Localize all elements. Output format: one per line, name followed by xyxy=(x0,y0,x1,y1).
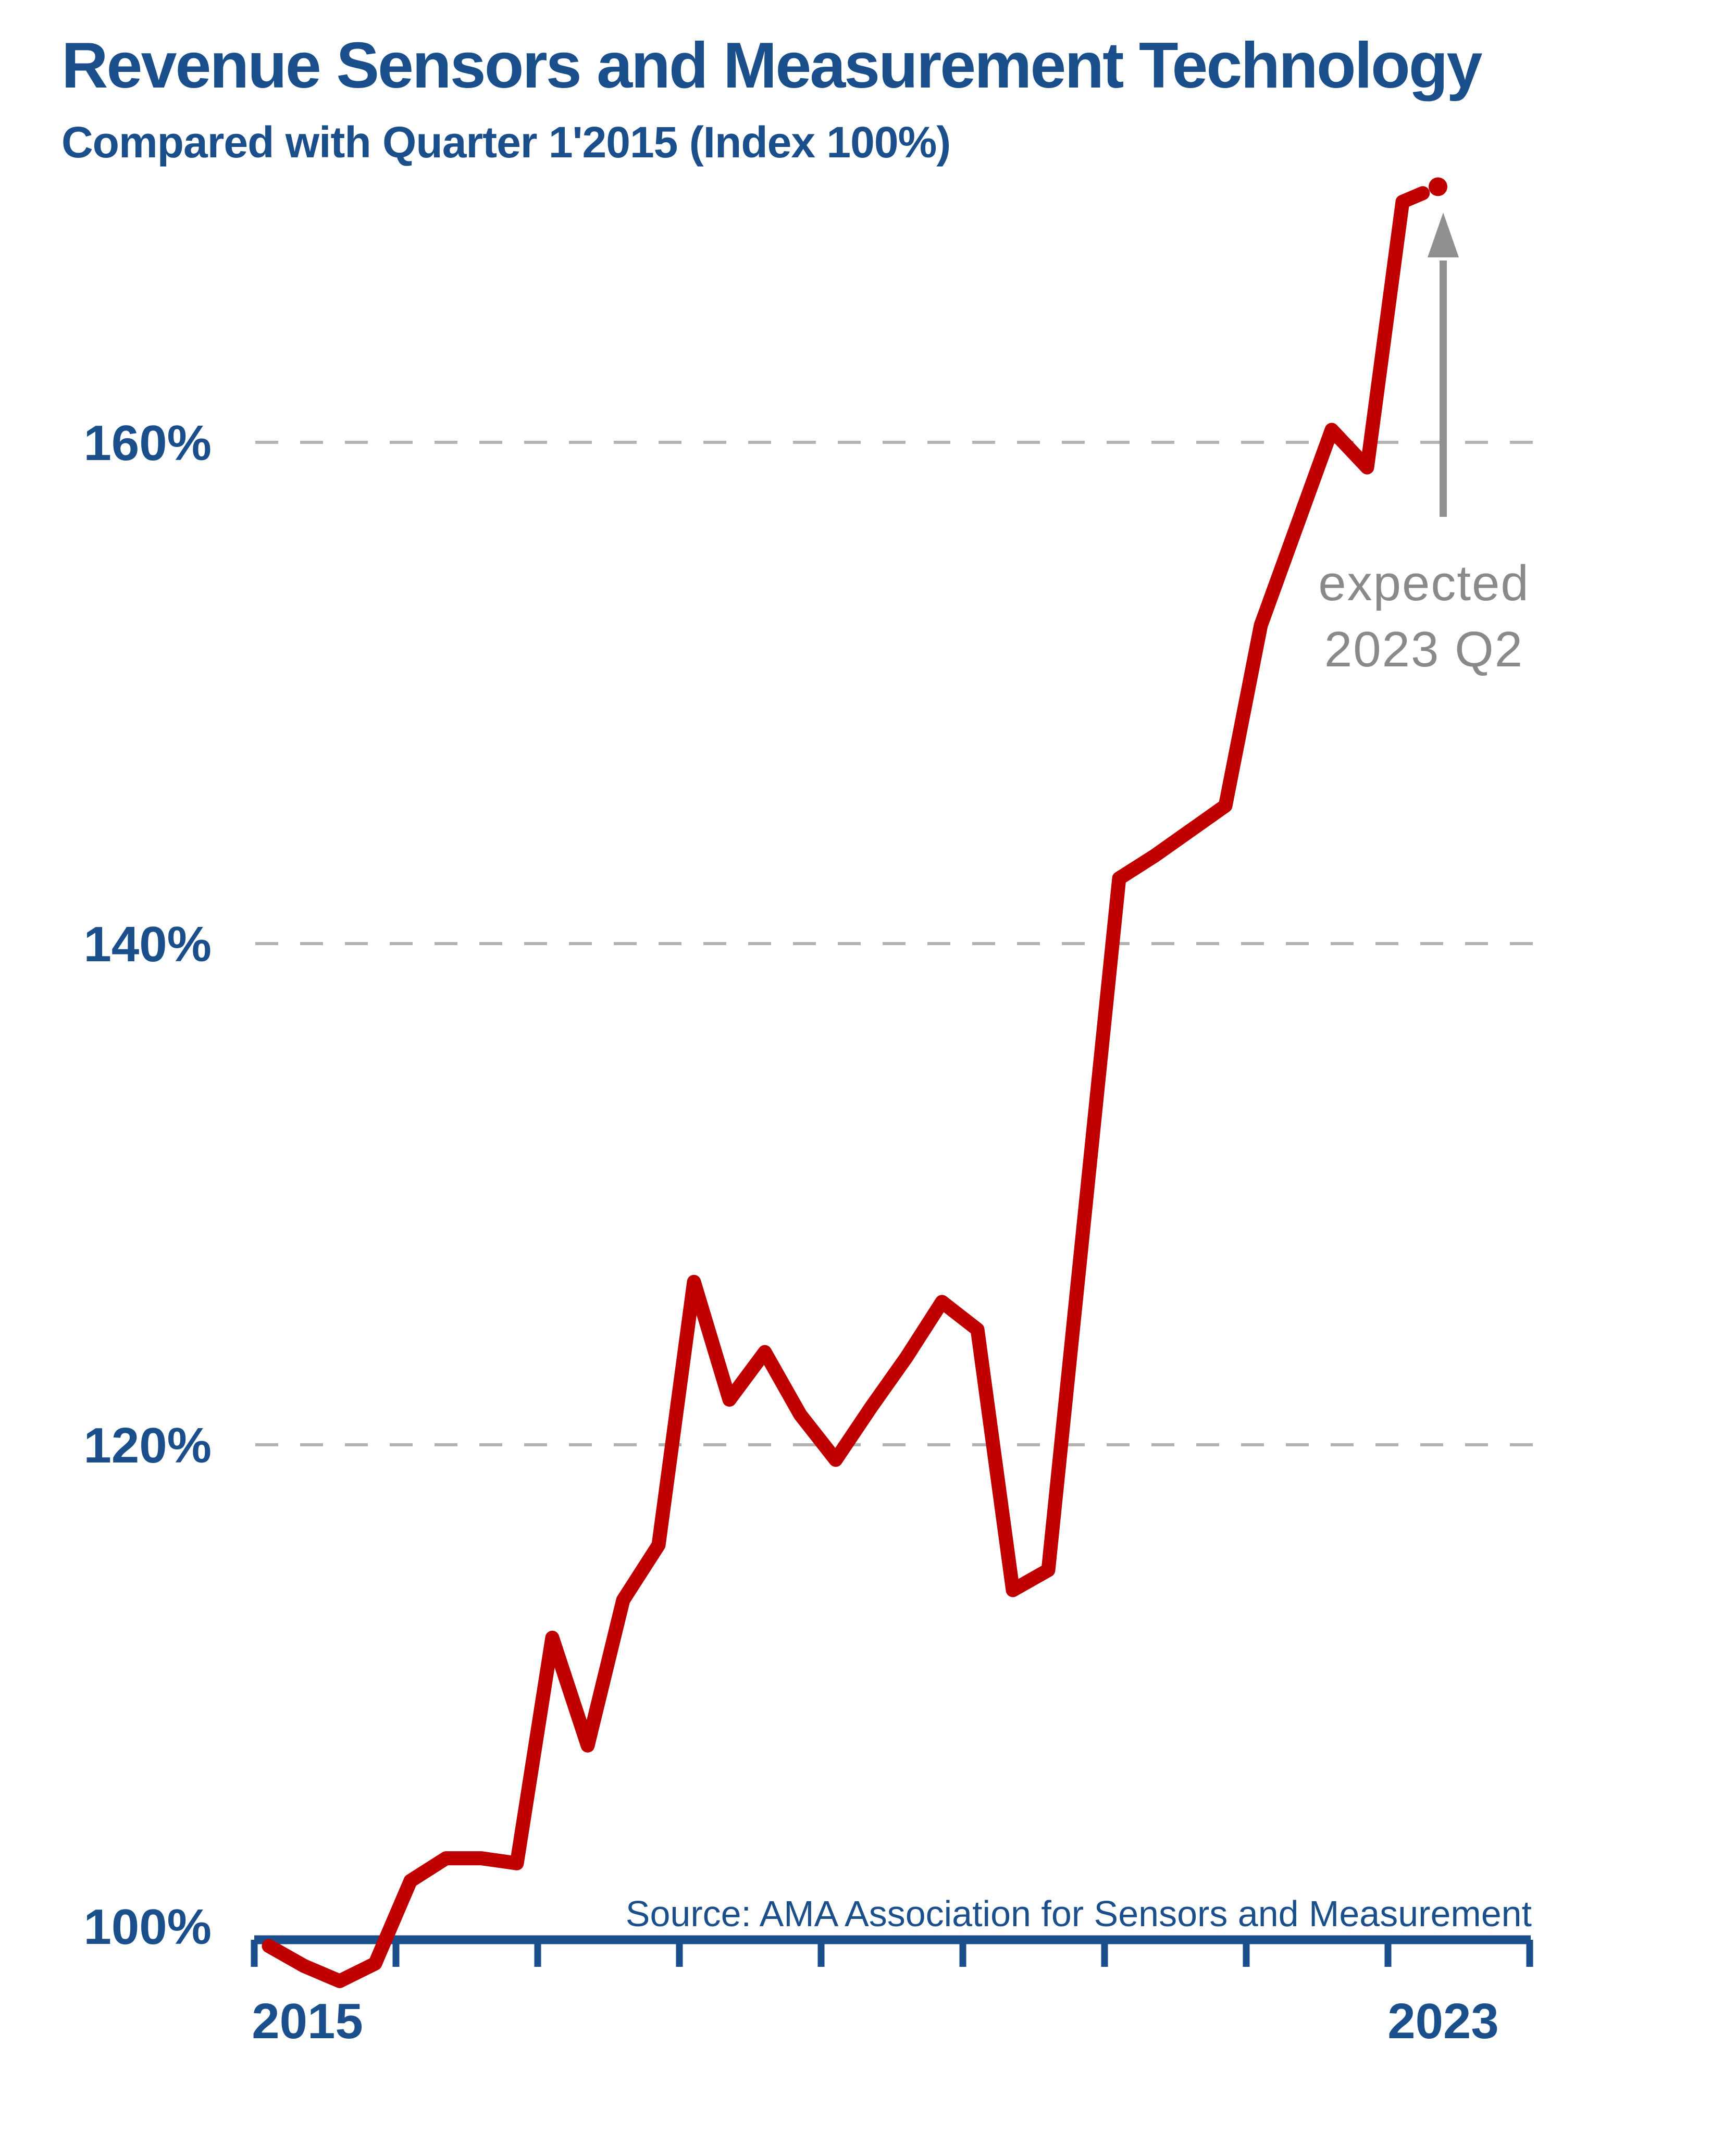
annotation-line-1: expected xyxy=(1318,555,1530,611)
arrow-up-icon xyxy=(1428,213,1459,257)
y-axis-labels-layer: 100% 120% 140% 160% xyxy=(83,415,212,1955)
page-subtitle: Compared with Quarter 1'2015 (Index 100%… xyxy=(61,118,950,167)
y-axis-label-120: 120% xyxy=(83,1418,212,1473)
y-axis-label-100: 100% xyxy=(83,1899,212,1955)
annotation-line-2: 2023 Q2 xyxy=(1324,622,1523,677)
page-title: Revenue Sensors and Measurement Technolo… xyxy=(61,30,1483,102)
annotation-expected: expected 2023 Q2 xyxy=(1318,213,1530,677)
x-axis xyxy=(251,1935,1533,1967)
gridlines-layer xyxy=(255,441,1535,1446)
expected-point-marker xyxy=(1429,177,1447,196)
source-note: Source: AMA Association for Sensors and … xyxy=(626,1893,1532,1934)
y-axis-label-160: 160% xyxy=(83,415,212,471)
x-axis-label-last: 2023 xyxy=(1387,1993,1499,2049)
x-axis-label-first: 2015 xyxy=(252,1993,363,2049)
y-axis-label-140: 140% xyxy=(83,916,212,972)
revenue-line-series xyxy=(262,186,1430,1988)
